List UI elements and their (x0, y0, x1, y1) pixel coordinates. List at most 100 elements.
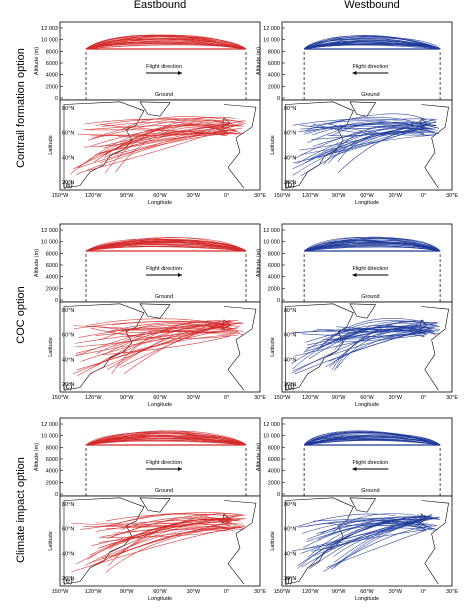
flight-route (328, 113, 428, 125)
latitude-axis-label: Latitude (48, 337, 54, 357)
trajectory-profile (303, 435, 441, 446)
flight-route (313, 326, 431, 333)
longitude-tick-label: 150°W (52, 193, 69, 199)
flight-route (300, 135, 434, 155)
flight-route (301, 527, 424, 568)
latitude-tick-label: 20°N (284, 382, 296, 388)
flight-route (98, 527, 236, 538)
altitude-tick-label: 10 000 (263, 434, 280, 440)
longitude-tick-label: 30°E (446, 395, 458, 401)
flight-route (302, 520, 435, 534)
flight-route (298, 520, 437, 528)
column-title-westbound: Westbound (344, 0, 399, 11)
panel-tag: (d) (285, 382, 295, 391)
longitude-tick-label: 150°W (274, 589, 291, 595)
latitude-axis-label: Latitude (270, 337, 276, 357)
altitude-tick-label: 2000 (268, 480, 280, 486)
coastline-europe-africa (421, 500, 449, 585)
latitude-axis-label: Latitude (270, 135, 276, 155)
altitude-axis-label: Altitude (m) (256, 443, 262, 471)
flight-route (73, 122, 234, 170)
flight-route (306, 518, 424, 540)
longitude-tick-label: 120°W (85, 193, 102, 199)
flight-route (88, 522, 231, 564)
flight-route (303, 522, 426, 549)
trajectory-profile (303, 237, 441, 252)
longitude-tick-label: 0° (224, 193, 229, 199)
altitude-panel: 12 000 10 000 8000 6000 4000 2000 0 Altitude (m… (256, 223, 453, 304)
altitude-tick-label: 8000 (46, 49, 58, 55)
altitude-tick-label: 6000 (46, 263, 58, 269)
latitude-tick-label: 80°N (284, 308, 296, 314)
altitude-tick-label: 12 000 (263, 26, 280, 32)
trajectory-profile (85, 434, 247, 446)
altitude-tick-label: 12 003 (41, 26, 58, 32)
latitude-tick-label: 20°N (62, 382, 74, 388)
flight-route (95, 118, 227, 126)
flight-route (97, 527, 244, 549)
flight-route (316, 328, 426, 333)
altitude-frame (281, 417, 453, 497)
trajectory-profile (85, 438, 247, 446)
row-label-climate: Climate impact option (15, 457, 27, 563)
latitude-tick-label: 60°N (62, 333, 74, 339)
flight-route (83, 121, 232, 148)
flight-route (89, 526, 245, 567)
trajectory-profile (85, 35, 247, 50)
panel-tag: (f) (285, 576, 293, 585)
flight-route (71, 522, 231, 528)
latitude-tick-label: 20°N (62, 180, 74, 186)
flight-route (91, 118, 230, 139)
altitude-tick-label: 2000 (268, 84, 280, 90)
flight-route (305, 519, 438, 531)
coastline-europe-africa (421, 104, 449, 189)
longitude-tick-label: 60°W (360, 589, 374, 595)
altitude-frame (59, 21, 261, 101)
longitude-tick-label: 30°W (187, 395, 201, 401)
altitude-tick-label: 6000 (46, 61, 58, 67)
coastline-europe-africa (223, 104, 257, 189)
flight-route (87, 116, 236, 141)
altitude-tick-label: 2000 (46, 286, 58, 292)
panel-west-2: 12 000 10 000 8000 6000 4000 2000 0 Altitude (m… (256, 417, 458, 602)
altitude-panel: 12 000 10 000 8000 6000 4000 2000 0 Altitude (m… (256, 417, 453, 498)
coastline-north-america (63, 497, 145, 585)
altitude-panel: 12 000 10 000 8000 6000 4000 2000 0 Altitude (m… (256, 21, 453, 102)
flight-route (113, 123, 246, 155)
altitude-tick-label: 0 (55, 492, 58, 498)
longitude-axis-label: Longitude (148, 596, 172, 602)
longitude-tick-label: 90°W (332, 193, 346, 199)
longitude-tick-label: 90°W (332, 395, 346, 401)
latitude-tick-label: 40°N (62, 357, 74, 363)
flight-route (106, 512, 244, 527)
flight-route (123, 326, 231, 374)
longitude-tick-label: 0° (421, 395, 426, 401)
flight-route (333, 518, 426, 568)
altitude-frame (59, 417, 261, 497)
longitude-tick-label: 90°W (120, 395, 134, 401)
flight-route (292, 514, 432, 552)
flight-route (300, 122, 431, 177)
altitude-tick-label: 12 000 (263, 228, 280, 234)
map-frame (281, 495, 453, 587)
flight-route (103, 121, 240, 158)
altitude-tick-label: 4000 (268, 73, 280, 79)
latitude-tick-label: 80°N (62, 308, 74, 314)
flight-direction-label: Flight direction (146, 64, 182, 70)
longitude-axis-label: Longitude (355, 402, 379, 408)
trajectory-profile (85, 431, 247, 446)
longitude-tick-label: 30°E (446, 589, 458, 595)
altitude-axis-label: Altitude (m) (256, 47, 262, 75)
latitude-tick-label: 40°N (62, 155, 74, 161)
arrow-head (178, 467, 182, 471)
altitude-axis-label: Altitude (m) (256, 249, 262, 277)
latitude-tick-label: 60°N (284, 527, 296, 533)
altitude-tick-label: 2000 (46, 480, 58, 486)
altitude-panel: 12 000 10 000 8000 6000 4000 2000 0 Altitude (m… (34, 223, 261, 304)
longitude-tick-label: 30°E (254, 589, 266, 595)
flight-route (99, 126, 227, 164)
coastline-europe-africa (223, 500, 257, 585)
trajectory-profile (85, 238, 247, 252)
trajectory-profile (303, 237, 441, 252)
altitude-tick-label: 2000 (46, 84, 58, 90)
